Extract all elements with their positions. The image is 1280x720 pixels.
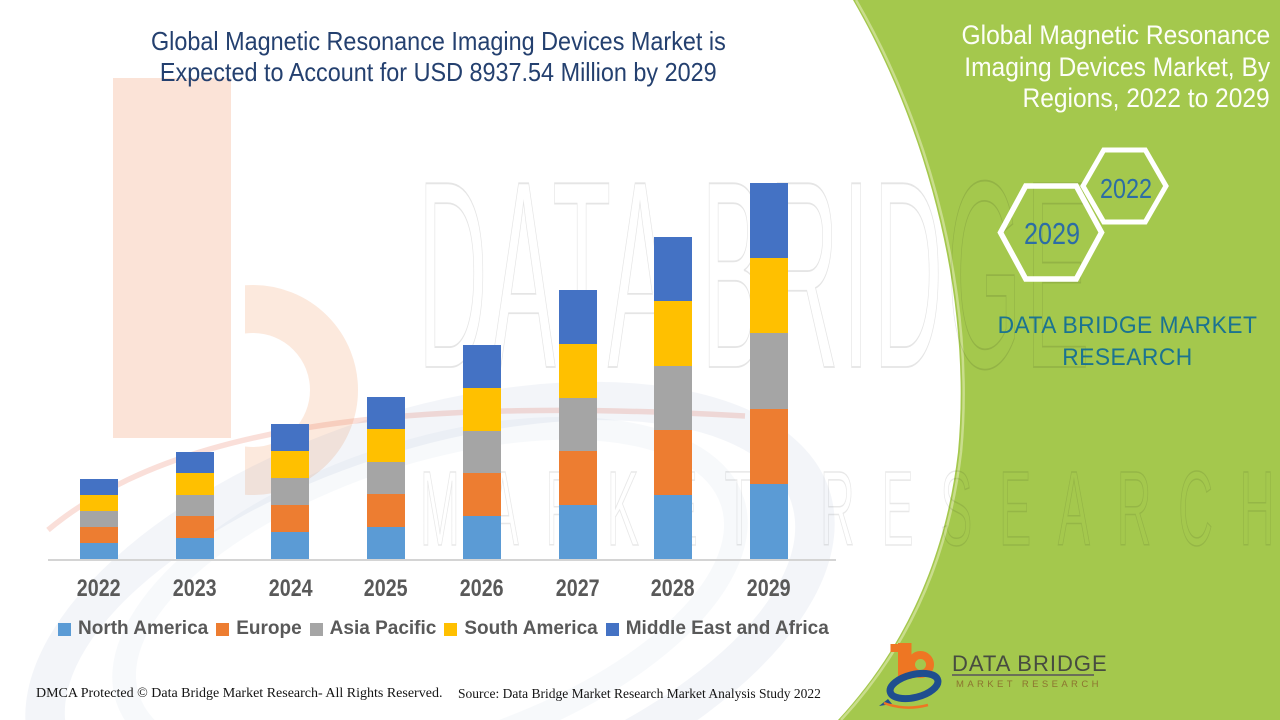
- panel-title-line3: Regions, 2022 to 2029: [1022, 83, 1270, 113]
- x-label-2028: 2028: [651, 575, 696, 602]
- bar-segment-middle-east-and-africa-2023: [175, 451, 214, 474]
- bar-2023: [175, 451, 214, 559]
- hexagon-2029-label: 2029: [1024, 216, 1080, 251]
- bar-segment-middle-east-and-africa-2025: [367, 396, 406, 430]
- legend-item-south-america: South America: [444, 618, 598, 640]
- hexagon-2022: [1080, 147, 1169, 225]
- bar-segment-middle-east-and-africa-2028: [654, 236, 693, 302]
- bar-segment-europe-2027: [558, 451, 597, 506]
- legend-item-europe: Europe: [216, 618, 302, 640]
- bar-segment-asia-pacific-2025: [367, 461, 406, 495]
- bar-segment-north-america-2022: [80, 542, 118, 559]
- bar-segment-europe-2029: [749, 408, 788, 484]
- chart-title-line2: Expected to Account for USD 8937.54 Mill…: [159, 57, 717, 87]
- bar-segment-europe-2028: [654, 430, 693, 495]
- legend-swatch: [309, 622, 323, 636]
- bar-segment-europe-2025: [367, 494, 406, 527]
- bar-2029: [749, 183, 788, 559]
- legend-label: Middle East and Africa: [625, 618, 829, 639]
- chart-title-line1: Global Magnetic Resonance Imaging Device…: [150, 26, 726, 56]
- hexagon-2029: [997, 183, 1105, 282]
- legend-label: North America: [78, 618, 209, 639]
- logo-underline: [952, 674, 1094, 676]
- bar-segment-asia-pacific-2028: [654, 365, 693, 431]
- bar-segment-europe-2022: [80, 526, 118, 543]
- panel-title-line2: Imaging Devices Market, By: [964, 51, 1270, 82]
- bar-2022: [80, 478, 118, 559]
- bar-segment-south-america-2025: [367, 429, 406, 462]
- bar-2026: [462, 344, 501, 559]
- panel-title-line1: Global Magnetic Resonance: [961, 20, 1270, 50]
- bar-segment-asia-pacific-2023: [175, 494, 214, 517]
- legend-label: South America: [464, 618, 598, 639]
- bar-segment-north-america-2023: [175, 537, 214, 559]
- bar-segment-middle-east-and-africa-2022: [80, 478, 118, 495]
- bar-segment-south-america-2026: [462, 387, 501, 431]
- legend-item-middle-east-and-africa: Middle East and Africa: [605, 618, 829, 640]
- dmca-notice: DMCA Protected © Data Bridge Market Rese…: [36, 686, 443, 701]
- bar-2028: [654, 236, 693, 559]
- x-label-2023: 2023: [172, 575, 217, 602]
- bar-segment-asia-pacific-2026: [462, 430, 501, 474]
- bar-2025: [367, 396, 406, 559]
- bar-segment-asia-pacific-2029: [749, 333, 788, 409]
- bar-segment-north-america-2024: [271, 531, 310, 559]
- brand-text: DATA BRIDGE MARKET RESEARCH: [985, 310, 1270, 374]
- bar-segment-south-america-2028: [654, 301, 693, 366]
- legend-swatch: [444, 622, 458, 636]
- bar-segment-south-america-2022: [80, 494, 118, 511]
- x-label-2025: 2025: [364, 575, 408, 602]
- x-label-2026: 2026: [459, 575, 504, 602]
- legend-item-asia-pacific: Asia Pacific: [309, 618, 437, 640]
- x-label-2029: 2029: [746, 575, 791, 602]
- bar-segment-europe-2024: [271, 504, 310, 532]
- logo-name: DATA BRIDGE: [952, 651, 1108, 676]
- x-axis-line: [48, 559, 836, 561]
- legend-label: Asia Pacific: [329, 618, 437, 639]
- bar-segment-asia-pacific-2022: [80, 510, 118, 527]
- legend-label: Europe: [236, 618, 302, 639]
- brand-line1: DATA BRIDGE MARKET: [997, 312, 1258, 339]
- bar-segment-north-america-2028: [654, 494, 693, 559]
- bar-segment-south-america-2027: [558, 343, 597, 398]
- bar-segment-north-america-2027: [558, 505, 597, 559]
- logo-subtitle: MARKET RESEARCH: [956, 679, 1102, 690]
- legend-item-north-america: North America: [58, 618, 208, 640]
- hexagon-2022-label: 2022: [1100, 173, 1152, 204]
- bar-segment-asia-pacific-2027: [558, 397, 597, 452]
- bar-segment-south-america-2023: [175, 473, 214, 495]
- bar-segment-north-america-2025: [367, 526, 406, 559]
- bar-2027: [558, 289, 597, 559]
- chart-legend: North America Europe Asia Pacific South Ame…: [58, 618, 829, 640]
- legend-swatch: [216, 622, 230, 636]
- source-note: Source: Data Bridge Market Research Mark…: [458, 686, 821, 701]
- x-label-2024: 2024: [268, 575, 313, 602]
- bar-segment-middle-east-and-africa-2029: [749, 183, 788, 259]
- bar-segment-north-america-2029: [749, 483, 788, 559]
- legend-swatch: [605, 622, 619, 636]
- bar-segment-middle-east-and-africa-2027: [558, 289, 597, 344]
- legend-swatch: [58, 622, 71, 636]
- panel-title: Global Magnetic Resonance Imaging Device…: [840, 20, 1270, 115]
- bar-segment-south-america-2029: [749, 258, 788, 334]
- chart-title: Global Magnetic Resonance Imaging Device…: [75, 26, 801, 88]
- bar-segment-north-america-2026: [462, 516, 501, 559]
- x-label-2027: 2027: [555, 575, 600, 602]
- bar-segment-europe-2026: [462, 473, 501, 517]
- bar-segment-middle-east-and-africa-2024: [271, 423, 310, 451]
- brand-line2: RESEARCH: [1062, 344, 1193, 371]
- x-label-2022: 2022: [77, 575, 121, 602]
- bar-segment-europe-2023: [175, 516, 214, 538]
- bar-segment-middle-east-and-africa-2026: [462, 344, 501, 388]
